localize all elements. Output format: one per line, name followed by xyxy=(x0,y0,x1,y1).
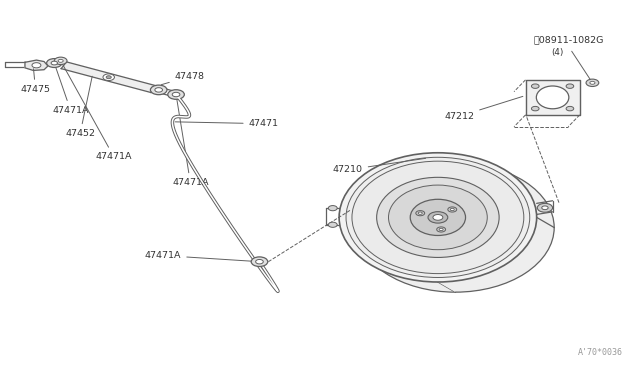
Circle shape xyxy=(541,206,548,210)
Circle shape xyxy=(106,76,111,79)
Circle shape xyxy=(155,88,163,92)
Circle shape xyxy=(58,60,63,62)
Polygon shape xyxy=(25,60,48,70)
Circle shape xyxy=(328,206,337,211)
Circle shape xyxy=(566,84,573,89)
Circle shape xyxy=(538,203,552,212)
Circle shape xyxy=(251,257,268,266)
Ellipse shape xyxy=(388,185,487,250)
Circle shape xyxy=(436,227,445,232)
Ellipse shape xyxy=(346,157,530,278)
Text: 47471A: 47471A xyxy=(62,63,132,161)
Text: 47210: 47210 xyxy=(333,158,426,174)
Text: 47471A: 47471A xyxy=(52,66,89,115)
Circle shape xyxy=(448,207,457,212)
Circle shape xyxy=(566,106,573,111)
Ellipse shape xyxy=(410,199,465,235)
Circle shape xyxy=(328,222,337,227)
Circle shape xyxy=(428,212,448,223)
Text: 47478: 47478 xyxy=(161,72,205,85)
Polygon shape xyxy=(61,62,156,93)
Circle shape xyxy=(51,61,58,65)
Circle shape xyxy=(150,85,167,95)
Circle shape xyxy=(255,260,263,264)
Circle shape xyxy=(586,79,599,87)
Circle shape xyxy=(168,90,184,99)
Circle shape xyxy=(172,92,180,97)
Ellipse shape xyxy=(352,161,524,273)
Circle shape xyxy=(451,208,454,211)
Ellipse shape xyxy=(536,86,569,109)
Circle shape xyxy=(439,228,443,231)
Circle shape xyxy=(590,81,595,84)
Text: 47471A: 47471A xyxy=(145,251,257,262)
Circle shape xyxy=(47,59,62,67)
Text: 47471: 47471 xyxy=(175,119,278,128)
Text: (4): (4) xyxy=(551,48,563,57)
Circle shape xyxy=(416,211,425,216)
Circle shape xyxy=(531,106,539,111)
Ellipse shape xyxy=(339,153,537,282)
Text: A'70*0036: A'70*0036 xyxy=(578,347,623,357)
Text: ⓝ08911-1082G: ⓝ08911-1082G xyxy=(534,36,604,45)
Circle shape xyxy=(531,84,539,89)
Polygon shape xyxy=(438,153,456,292)
Text: 47212: 47212 xyxy=(444,96,523,121)
Polygon shape xyxy=(525,80,580,115)
Ellipse shape xyxy=(377,177,499,257)
Circle shape xyxy=(419,212,422,214)
Text: 47471A: 47471A xyxy=(172,97,209,187)
Text: 47452: 47452 xyxy=(65,76,95,138)
Circle shape xyxy=(103,74,115,80)
Circle shape xyxy=(32,62,41,68)
Circle shape xyxy=(433,215,443,220)
Ellipse shape xyxy=(356,163,554,292)
Circle shape xyxy=(54,57,67,64)
Text: 47475: 47475 xyxy=(20,69,51,94)
